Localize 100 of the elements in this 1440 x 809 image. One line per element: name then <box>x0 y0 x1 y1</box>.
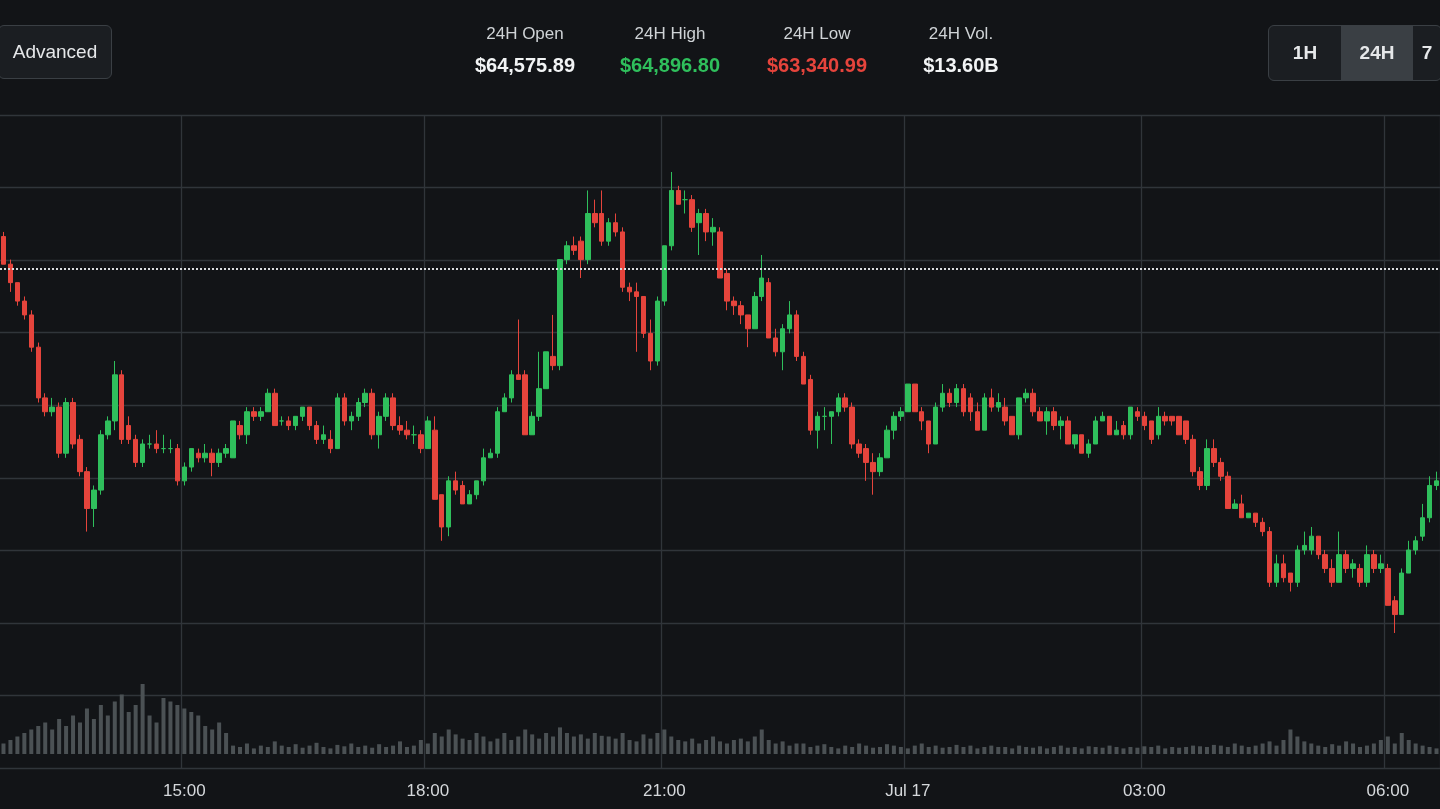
bar <box>1274 745 1279 754</box>
bar <box>1191 745 1196 754</box>
candlestick <box>954 383 959 408</box>
candlestick <box>682 189 688 214</box>
bar <box>272 741 277 754</box>
bar <box>502 733 507 754</box>
candlestick <box>801 351 806 385</box>
bar <box>1295 736 1300 754</box>
candlestick <box>1371 549 1377 574</box>
candlestick <box>502 392 507 413</box>
bar <box>210 729 215 754</box>
bar <box>864 745 869 754</box>
bar <box>488 741 493 754</box>
candlestick <box>1149 420 1154 445</box>
bar <box>1232 743 1237 754</box>
bar <box>711 736 716 754</box>
candlestick <box>175 443 180 486</box>
bar <box>265 747 270 754</box>
bar <box>961 747 966 754</box>
bar <box>683 741 688 754</box>
bar <box>926 747 931 754</box>
bar <box>133 705 138 754</box>
candlestick <box>133 434 138 468</box>
candlestick <box>481 448 486 486</box>
bar <box>481 736 486 754</box>
bar <box>704 740 709 754</box>
candlestick <box>641 295 646 339</box>
bar <box>836 748 841 754</box>
bar <box>571 736 576 754</box>
bar <box>648 738 653 754</box>
candlestick <box>1253 512 1258 528</box>
bar <box>1288 729 1293 754</box>
bar <box>439 736 444 754</box>
bar <box>544 733 549 754</box>
candlestick <box>467 489 472 505</box>
candlestick <box>780 323 785 371</box>
candlestick <box>1302 531 1307 556</box>
text: 24H High <box>633 24 707 44</box>
bar <box>697 743 702 754</box>
candlestick <box>822 406 827 431</box>
candlestick <box>606 217 611 247</box>
candlestick <box>1051 406 1057 431</box>
candlestick <box>1364 544 1370 588</box>
bar <box>1177 747 1182 754</box>
candlestick <box>307 406 312 431</box>
bar <box>349 743 354 754</box>
candlestick <box>982 392 987 431</box>
bar <box>15 736 20 754</box>
bar <box>300 747 305 754</box>
text: 7 <box>1420 41 1434 65</box>
bar <box>1364 745 1369 754</box>
bar <box>384 747 389 754</box>
bar <box>36 726 41 754</box>
bar <box>1434 748 1439 754</box>
candlestick <box>56 402 62 459</box>
candlestick <box>474 480 479 500</box>
bar <box>919 743 924 754</box>
bar <box>1086 746 1091 754</box>
bar <box>759 729 764 754</box>
bar <box>1225 747 1230 754</box>
candlestick <box>8 259 13 293</box>
bar <box>954 744 959 754</box>
candlestick <box>425 415 431 450</box>
bar <box>1344 741 1349 754</box>
bar <box>766 740 771 754</box>
bar <box>1218 745 1223 754</box>
bar <box>391 745 396 754</box>
candlestick <box>328 429 333 454</box>
bar <box>738 738 743 754</box>
candlestick <box>1 231 6 265</box>
candlestick <box>349 411 354 431</box>
bar <box>843 745 848 754</box>
bar <box>523 729 528 754</box>
candlestick <box>209 448 215 477</box>
candlestick <box>1065 415 1071 445</box>
bar <box>1010 748 1015 754</box>
bar <box>43 722 48 754</box>
candlestick <box>202 443 208 463</box>
bar <box>530 734 535 754</box>
bar <box>370 747 375 754</box>
bar <box>411 745 416 754</box>
bar <box>1399 733 1404 754</box>
bar <box>71 715 76 754</box>
bar <box>314 742 319 754</box>
candlestick <box>1121 420 1126 440</box>
bar <box>787 745 792 754</box>
candlestick <box>550 314 556 371</box>
bar <box>1038 746 1042 754</box>
candlestick <box>411 425 417 445</box>
candlestick <box>766 277 771 339</box>
bar <box>217 722 222 754</box>
candlestick <box>495 406 500 459</box>
candlestick <box>418 429 424 454</box>
bar <box>731 740 736 754</box>
x-tick-label: 06:00 <box>1366 781 1410 800</box>
bar <box>1260 743 1265 754</box>
bar <box>244 743 249 754</box>
bar <box>724 743 729 754</box>
bar <box>1044 748 1049 754</box>
candlestick <box>446 475 451 537</box>
